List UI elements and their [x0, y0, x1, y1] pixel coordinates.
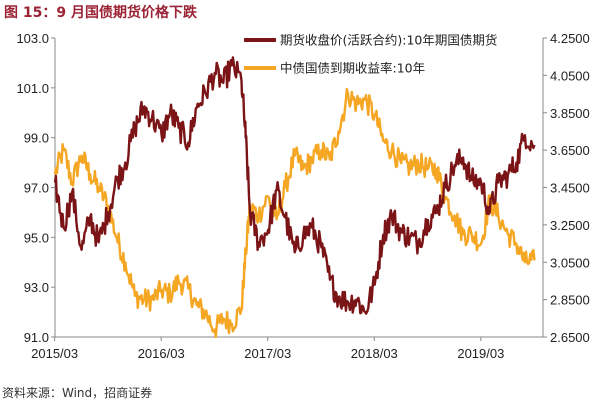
x-tick-label: 2016/03: [138, 346, 185, 361]
series-line-yield: [53, 87, 536, 338]
y-left-tick-label: 93.0: [24, 280, 49, 295]
x-tick-label: 2015/03: [31, 346, 78, 361]
y-right-tick-label: 3.4500: [550, 181, 590, 196]
x-tick-label: 2019/03: [457, 346, 504, 361]
y-left-tick-label: 91.0: [24, 330, 49, 345]
y-right-tick-label: 3.6500: [550, 143, 590, 158]
y-right-tick-label: 2.8500: [550, 293, 590, 308]
y-left-tick-label: 97.0: [24, 181, 49, 196]
legend-label-futures: 期货收盘价(活跃合约):10年期国债期货: [280, 33, 497, 48]
y-right-tick-label: 3.2500: [550, 218, 590, 233]
y-right-tick-label: 3.0500: [550, 255, 590, 270]
x-tick-label: 2017/03: [244, 346, 291, 361]
y-left-tick-label: 99.0: [24, 131, 49, 146]
chart-title: 图 15：9 月国债期货价格下跌: [4, 5, 197, 21]
series-layer: [53, 56, 536, 338]
legend-label-yield: 中债国债到期收益率:10年: [280, 61, 425, 76]
y-left-tick-label: 95.0: [24, 230, 49, 245]
legend: 期货收盘价(活跃合约):10年期国债期货 中债国债到期收益率:10年: [244, 33, 497, 76]
y-left-tick-label: 101.0: [16, 81, 49, 96]
source-note: 资料来源：Wind，招商证券: [2, 386, 153, 400]
y-right-tick-label: 4.0500: [550, 68, 590, 83]
y-right-tick-label: 2.6500: [550, 330, 590, 345]
y-right-tick-label: 4.2500: [550, 31, 590, 46]
series-line-futures: [53, 56, 536, 315]
y-left-tick-label: 103.0: [16, 31, 49, 46]
line-chart: 91.0 93.0 95.0 97.0 99.0 101.0 103.0 2.6500 2.85…: [16, 31, 589, 361]
y-right-tick-label: 3.8500: [550, 106, 590, 121]
x-tick-label: 2018/03: [351, 346, 398, 361]
axes: 91.0 93.0 95.0 97.0 99.0 101.0 103.0 2.6500 2.85…: [16, 31, 589, 361]
